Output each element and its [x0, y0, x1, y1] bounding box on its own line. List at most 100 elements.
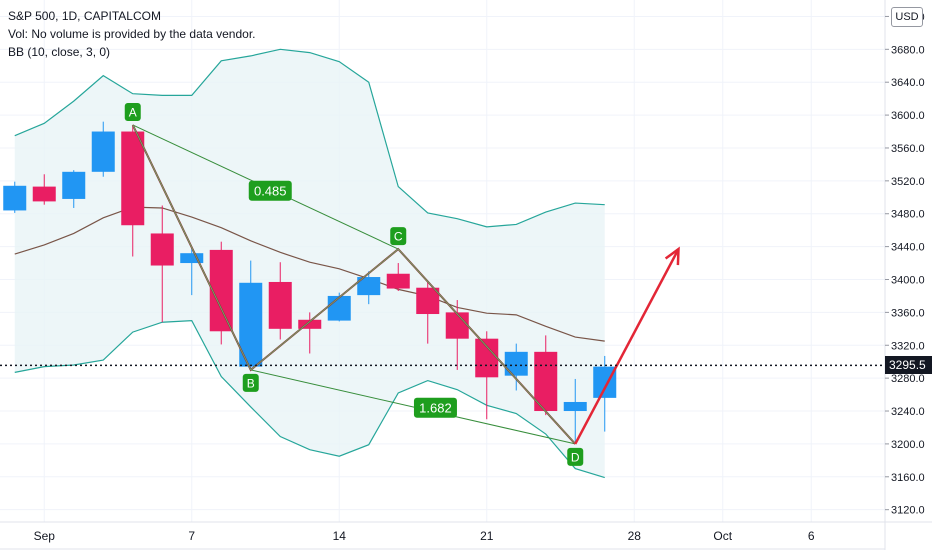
currency-button[interactable]: USD [891, 7, 923, 27]
candle-body[interactable] [534, 351, 558, 412]
candle[interactable] [150, 205, 174, 323]
candle-body[interactable] [475, 338, 499, 378]
candle[interactable] [504, 343, 528, 391]
candle[interactable] [416, 281, 440, 344]
candle[interactable] [91, 121, 115, 177]
candle-body[interactable] [327, 295, 351, 321]
price-tick-label: 3600.0 [891, 110, 925, 122]
pattern-point-a[interactable]: A [124, 102, 141, 121]
price-tick-label: 3280.0 [891, 373, 925, 385]
time-tick-label: 14 [333, 529, 347, 543]
pattern-ratio[interactable]: 1.682 [413, 397, 457, 418]
candle-body[interactable] [32, 186, 56, 202]
pattern-point-label: C [394, 230, 403, 244]
price-tick-label: 3160.0 [891, 472, 925, 484]
projection-arrowhead [664, 246, 680, 266]
candle[interactable] [593, 355, 617, 432]
candle-body[interactable] [504, 351, 528, 376]
pattern-point-label: D [571, 450, 580, 464]
candle-body[interactable] [593, 366, 617, 398]
price-tick-label: 3400.0 [891, 274, 925, 286]
candle-body[interactable] [62, 171, 86, 199]
pattern-line-bd[interactable] [250, 369, 576, 445]
symbol-title[interactable]: S&P 500, 1D, CAPITALCOM [8, 9, 161, 23]
price-axis-labels[interactable]: 3120.0 3160.0 3200.0 3240.0 3280.0 3320.0 3360… [885, 11, 925, 517]
candle-body[interactable] [445, 312, 469, 339]
candle-body[interactable] [121, 131, 145, 226]
price-tick-label: 3480.0 [891, 209, 925, 221]
bollinger-legend[interactable]: BB (10, close, 3, 0) [8, 45, 111, 59]
candle-body[interactable] [357, 277, 381, 296]
price-tick-label: 3680.0 [891, 44, 925, 56]
pattern-ratio-label: 1.682 [419, 401, 452, 416]
price-tick-label: 3640.0 [891, 77, 925, 89]
projection-arrow[interactable] [574, 246, 680, 445]
candle[interactable] [357, 271, 381, 305]
candle[interactable] [32, 174, 56, 205]
pattern-ratio-badge [248, 180, 292, 201]
pattern-zigzag-inner [132, 124, 576, 445]
candle[interactable] [298, 312, 322, 354]
candle-body[interactable] [563, 401, 587, 412]
bollinger-fill [14, 49, 605, 478]
bollinger-lines [14, 48, 605, 479]
candle[interactable] [180, 248, 204, 296]
time-tick-label: Oct [713, 529, 732, 543]
time-tick-label: 28 [628, 529, 642, 543]
candle[interactable] [239, 260, 263, 370]
projection-line[interactable] [574, 248, 680, 445]
bollinger-basis-line [14, 206, 605, 342]
bollinger-upper-line [14, 48, 605, 228]
pattern-point-badge [390, 227, 407, 246]
candle[interactable] [121, 124, 145, 257]
candle-body[interactable] [298, 319, 322, 329]
candle[interactable] [268, 262, 292, 340]
time-axis-labels[interactable]: Sep 7 14 21 28 Oct 6 [34, 529, 815, 543]
candle-body[interactable] [268, 281, 292, 329]
pattern-point-b[interactable]: B [242, 373, 259, 392]
candle-body[interactable] [3, 185, 27, 211]
candle[interactable] [3, 181, 27, 213]
candle[interactable] [386, 263, 410, 292]
price-tick-label: 3440.0 [891, 242, 925, 254]
candle-body[interactable] [209, 249, 233, 332]
pattern-ratio-label: 0.485 [254, 184, 287, 199]
time-tick-label: 6 [808, 529, 815, 543]
time-tick-label: Sep [34, 529, 56, 543]
pattern-point-badge [242, 373, 259, 392]
pattern-point-badge [124, 102, 141, 121]
harmonic-pattern[interactable]: A B C D 0.485 1.682 [124, 102, 584, 466]
candle-body[interactable] [416, 287, 440, 315]
price-tick-label: 3360.0 [891, 307, 925, 319]
price-tick-label: 3520.0 [891, 176, 925, 188]
pattern-ratio-badge [413, 397, 457, 418]
candle[interactable] [62, 170, 86, 208]
volume-note: Vol: No volume is provided by the data v… [8, 27, 256, 41]
candle[interactable] [534, 335, 558, 416]
pattern-point-d[interactable]: D [567, 447, 584, 466]
pattern-ratio[interactable]: 0.485 [248, 180, 292, 201]
price-tick-label: 3240.0 [891, 406, 925, 418]
time-tick-label: 21 [480, 529, 494, 543]
price-tick-label: 3120.0 [891, 505, 925, 517]
pattern-point-c[interactable]: C [390, 227, 407, 246]
last-price-label: 3295.5 [885, 356, 932, 375]
chart-legend: S&P 500, 1D, CAPITALCOM Vol: No volume i… [8, 7, 255, 61]
candle-body[interactable] [150, 233, 174, 266]
pattern-point-badge [567, 447, 584, 466]
bollinger-lower-line [14, 319, 605, 479]
candle[interactable] [563, 378, 587, 444]
time-tick-label: 7 [188, 529, 195, 543]
candles[interactable] [3, 121, 617, 444]
candle[interactable] [209, 241, 233, 345]
candle-body[interactable] [180, 253, 204, 264]
candle-body[interactable] [239, 282, 263, 367]
candle-body[interactable] [386, 273, 410, 289]
candle-body[interactable] [91, 131, 115, 172]
price-tick-label: 3560.0 [891, 143, 925, 155]
pattern-point-label: A [129, 105, 137, 119]
bollinger-band-fill [14, 49, 605, 478]
